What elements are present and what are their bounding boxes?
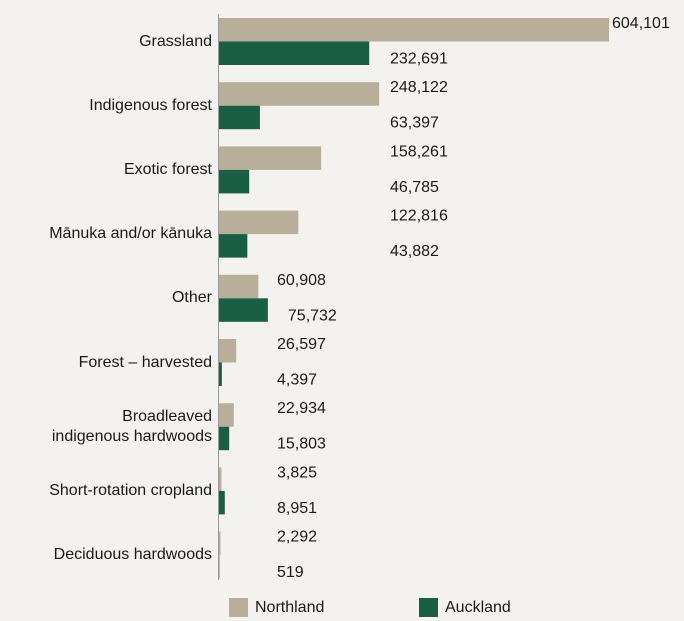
value-label: 46,785: [390, 179, 439, 196]
category-label: Mānuka and/or kānuka: [49, 225, 212, 243]
category-label: Indigenous forest: [89, 96, 212, 114]
value-label: 63,397: [390, 115, 439, 132]
value-label: 26,597: [277, 336, 326, 353]
value-label: 4,397: [277, 371, 317, 388]
bar: [219, 426, 230, 451]
value-label: 3,825: [277, 464, 317, 481]
bar: [219, 403, 234, 427]
value-label: 122,816: [390, 208, 448, 225]
bar: [219, 298, 268, 322]
category-label: Short-rotation cropland: [49, 481, 212, 499]
category-label: Exotic forest: [123, 160, 212, 178]
category-label: Other: [171, 289, 212, 307]
bar: [219, 362, 222, 386]
value-label: 158,261: [390, 143, 448, 160]
bar: [219, 105, 260, 130]
bar: [219, 41, 370, 65]
bar: [219, 169, 250, 194]
bar: [219, 467, 222, 491]
category-label: Grassland: [139, 32, 212, 50]
value-label: 15,803: [277, 436, 326, 453]
category-label: Broadleaved indigenous hardwoods: [51, 407, 212, 445]
value-label: 43,882: [390, 243, 439, 260]
value-label: 232,691: [390, 50, 448, 67]
bar: [219, 234, 248, 258]
category-label: Forest – harvested: [78, 353, 212, 371]
legend-label: Auckland: [445, 599, 511, 616]
bar: [219, 18, 609, 42]
bar: [219, 82, 380, 106]
category-label: Deciduous hardwoods: [53, 546, 212, 564]
bar: [219, 210, 299, 235]
value-label: 75,732: [288, 307, 337, 324]
value-label: 519: [277, 564, 304, 581]
bar: [219, 339, 237, 363]
bar: [219, 146, 322, 170]
value-label: 604,101: [612, 15, 670, 32]
value-label: 60,908: [277, 272, 326, 289]
value-label: 22,934: [277, 400, 326, 417]
bar: [219, 274, 259, 299]
legend-swatch: [229, 598, 248, 617]
bar: [219, 490, 225, 515]
value-label: 248,122: [390, 79, 448, 96]
bar: [219, 531, 221, 556]
value-label: 2,292: [277, 529, 317, 546]
legend-label: Northland: [255, 599, 324, 616]
value-label: 8,951: [277, 500, 317, 517]
legend-swatch: [419, 598, 438, 617]
